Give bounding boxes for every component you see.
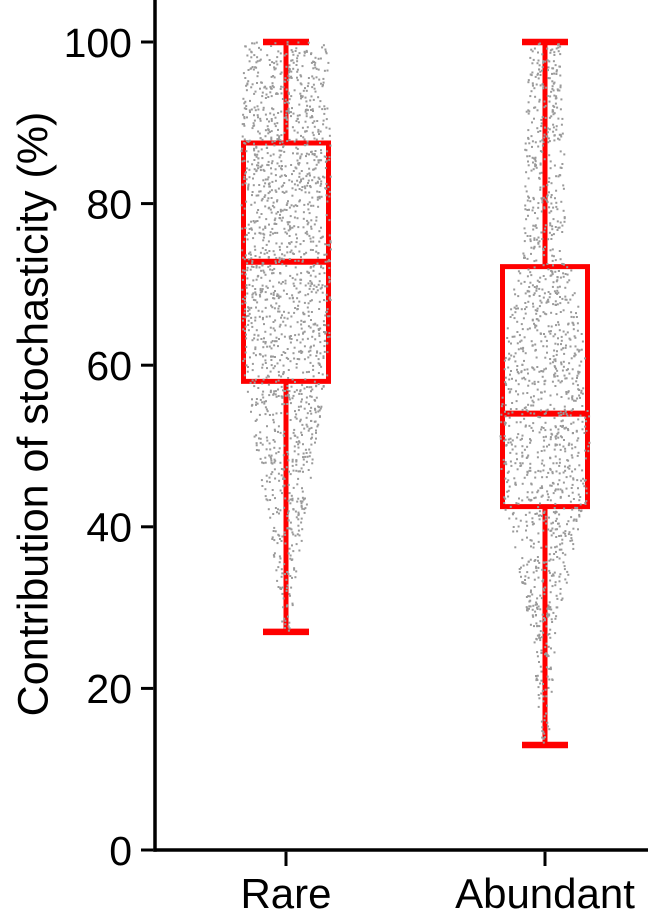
boxplot-abundant-box-rect xyxy=(500,264,590,510)
y-tick-label: 80 xyxy=(86,181,132,227)
x-tick-label: Rare xyxy=(240,870,331,917)
x-tick-label: Abundant xyxy=(455,870,635,917)
y-tick-label: 40 xyxy=(86,505,132,551)
y-tick-label: 20 xyxy=(86,666,132,712)
y-axis-title: Contribution of stochasticity (%) xyxy=(9,111,58,717)
jitter-points-abundant xyxy=(499,42,591,744)
y-tick-label: 0 xyxy=(109,828,132,874)
y-tick-label: 60 xyxy=(86,343,132,389)
y-tick-label: 100 xyxy=(64,20,132,66)
jitter-points-rare xyxy=(240,41,332,632)
